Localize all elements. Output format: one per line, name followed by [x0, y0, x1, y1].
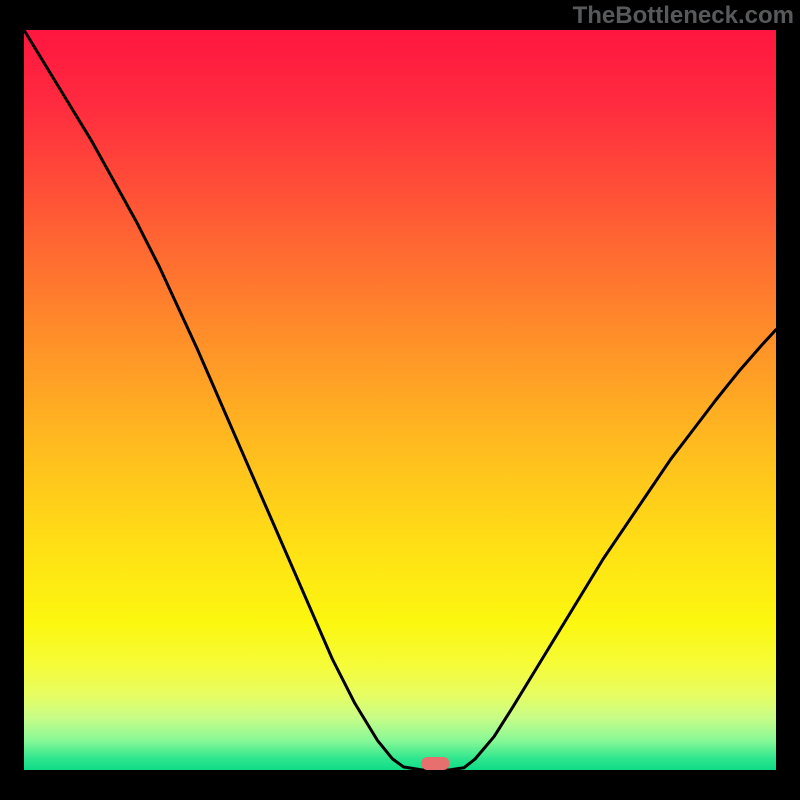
frame: TheBottleneck.com — [0, 0, 800, 800]
optimal-marker — [421, 757, 449, 770]
bottleneck-chart — [24, 30, 776, 770]
plot-background — [24, 30, 776, 770]
watermark-text: TheBottleneck.com — [573, 2, 794, 30]
